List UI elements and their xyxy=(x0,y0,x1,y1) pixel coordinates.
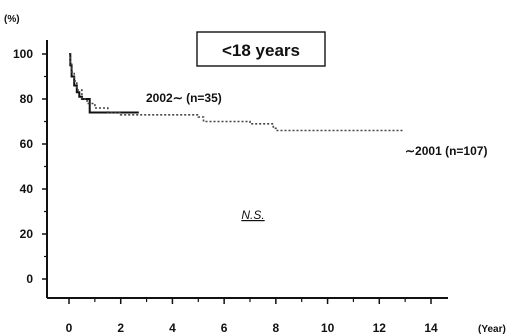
x-axis-ticks: 0 2 4 6 8 10 12 14 xyxy=(66,298,438,335)
y-tick-label: 0 xyxy=(26,272,33,286)
y-axis-ticks: 0 20 40 60 80 100 xyxy=(13,47,47,286)
series-line-1 xyxy=(69,53,403,132)
x-tick-label: 6 xyxy=(221,321,228,335)
significance-annotation: N.S. xyxy=(241,208,264,222)
y-tick-label: 60 xyxy=(20,137,34,151)
y-unit-label: (%) xyxy=(4,14,20,25)
y-tick-label: 20 xyxy=(20,227,34,241)
series-lines xyxy=(69,53,403,132)
x-tick-label: 8 xyxy=(273,321,280,335)
y-tick-label: 40 xyxy=(20,182,34,196)
x-tick-label: 12 xyxy=(373,321,387,335)
title-box: <18 years xyxy=(196,31,326,67)
series-label-2002: 2002∼ (n=35) xyxy=(146,91,222,105)
y-tick-label: 80 xyxy=(20,92,34,106)
x-tick-label: 10 xyxy=(321,321,335,335)
axes xyxy=(46,40,448,299)
x-unit-label: (Year) xyxy=(478,324,506,335)
x-tick-label: 4 xyxy=(169,321,176,335)
y-tick-label: 100 xyxy=(13,47,33,61)
x-tick-label: 0 xyxy=(66,321,73,335)
series-line-0 xyxy=(69,53,139,114)
chart-title: <18 years xyxy=(222,41,300,60)
x-tick-label: 14 xyxy=(424,321,438,335)
x-tick-label: 2 xyxy=(117,321,124,335)
series-label-2001: ∼2001 (n=107) xyxy=(405,144,487,158)
